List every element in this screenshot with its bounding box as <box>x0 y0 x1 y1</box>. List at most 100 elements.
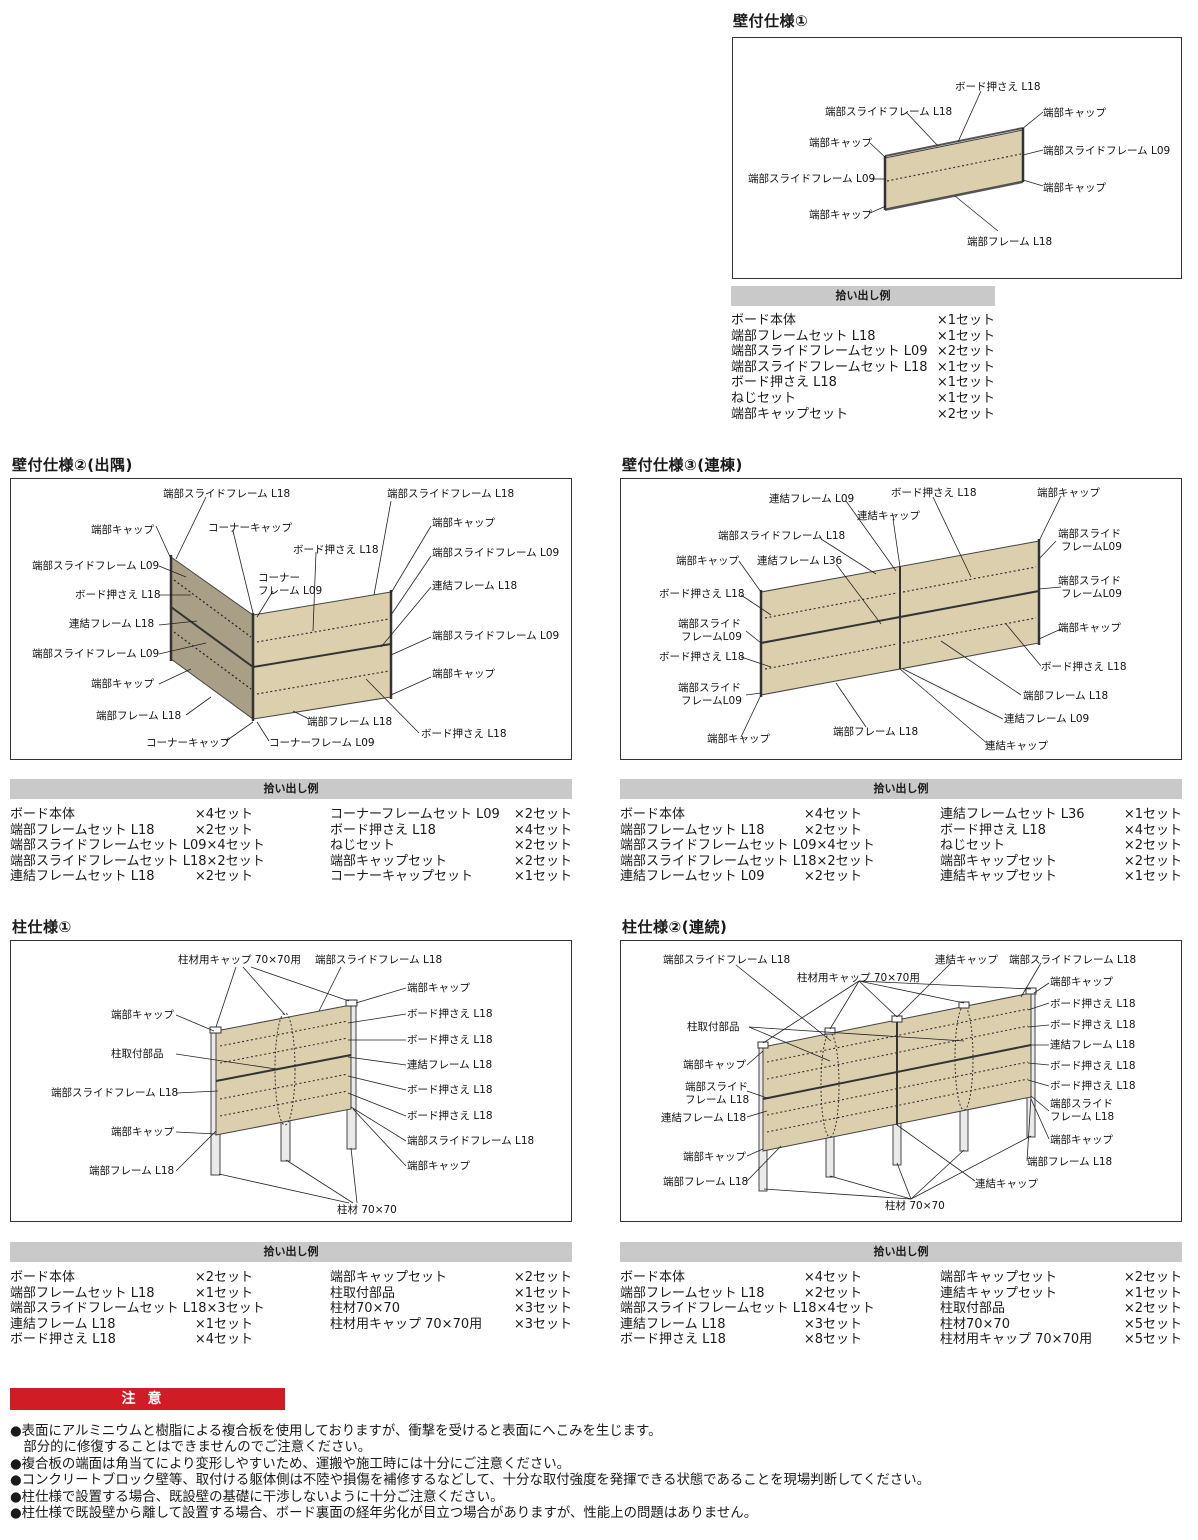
wall2-label: 端部キャップ <box>91 677 154 690</box>
post1-label: 柱取付部品 <box>111 1047 164 1060</box>
wall1-label-end-cap: 端部キャップ <box>1043 181 1106 194</box>
wall2-label: 端部キャップ <box>432 667 495 680</box>
list-item: 端部キャップセット ×2セット <box>940 1270 1182 1285</box>
wall1-diagram: ボード押さえ L18 端部スライドフレーム L18 端部キャップ 端部スライドフ… <box>732 37 1182 279</box>
wall2-label: 端部スライドフレーム L18 <box>387 487 514 500</box>
wall3-label: 連結フレーム L36 <box>757 554 843 567</box>
notice-line: 部分的に修復することはできませんのでご注意ください。 <box>10 1440 372 1456</box>
list-item: コーナーキャップセット ×1セット <box>330 869 572 885</box>
list-item: 柱材70×70 ×5セット <box>940 1316 1182 1332</box>
list-item: ボード本体 ×2セット <box>10 1270 253 1285</box>
post2-label: ボード押さえ L18 <box>1050 997 1136 1010</box>
list-item: 連結キャップセット ×1セット <box>940 869 1182 885</box>
post1-list-header: 拾い出し例 <box>10 1242 572 1262</box>
list-item: 連結フレームセット L36 ×1セット <box>940 807 1182 822</box>
post2-parts-list-left: ボード本体 ×4セット 端部フレームセット L18 ×2セット 端部スライドフレーム… <box>620 1270 875 1348</box>
post2-label: 端部フレーム L18 <box>663 1175 748 1188</box>
post2-label: 端部スライド <box>1050 1097 1113 1110</box>
list-item: ボード本体 ×1セット <box>731 313 995 328</box>
wall3-label: ボード押さえ L18 <box>1041 660 1127 673</box>
wall2-parts-list-right: コーナーフレームセット L09 ×2セット ボード押さえ L18 ×4セット ねじセ… <box>330 807 572 885</box>
post1-label: 端部スライドフレーム L18 <box>407 1134 534 1147</box>
list-item: 端部フレームセット L18 ×1セット <box>731 328 995 344</box>
wall2-label: 連結フレーム L18 <box>432 579 517 592</box>
wall3-label: フレームL09 <box>1061 588 1122 600</box>
notice-line: ●複合板の端面は角当てにより変形しやすいため、運搬や施工時には十分にご注意くださ… <box>10 1456 571 1472</box>
wall1-list-header: 拾い出し例 <box>731 286 995 306</box>
wall2-list-header: 拾い出し例 <box>10 779 572 799</box>
post1-label: 端部キャップ <box>111 1125 174 1138</box>
post2-label: 端部キャップ <box>1050 1133 1113 1146</box>
wall3-label: 端部フレーム L18 <box>1023 689 1108 702</box>
list-item: 端部スライドフレームセット L09 ×2セット <box>731 344 995 360</box>
wall1-label-end-slide-frame-l09-right: 端部スライドフレーム L09 <box>1043 144 1170 157</box>
wall3-label: 端部キャップ <box>1058 621 1121 634</box>
list-item: 連結フレーム L18 ×3セット <box>620 1316 862 1332</box>
list-item: ねじセット ×2セット <box>330 838 572 854</box>
wall3-label: フレームL09 <box>1061 541 1122 553</box>
notice-line: ●柱仕様で既設壁から離して設置する場合、ボード裏面の経年劣化が目立つ場合がありま… <box>10 1506 758 1522</box>
post1-label: ボード押さえ L18 <box>407 1083 493 1096</box>
wall2-label: コーナーキャップ <box>208 522 292 534</box>
post1-label: 連結フレーム L18 <box>407 1058 492 1071</box>
post2-title: 柱仕様②(連続) <box>622 918 728 936</box>
wall2-label: 端部キャップ <box>432 516 495 529</box>
post1-label: ボード押さえ L18 <box>407 1007 493 1020</box>
post2-parts-list-right: 端部キャップセット ×2セット 連結キャップセット ×1セット 柱取付部品 ×2セット… <box>940 1270 1182 1348</box>
list-item: 端部フレームセット L18 ×2セット <box>10 822 253 838</box>
list-item: ねじセット ×1セット <box>731 390 995 406</box>
list-item: 柱材用キャップ 70×70用 ×5セット <box>940 1332 1182 1348</box>
wall3-label: 端部スライド <box>678 617 741 630</box>
wall3-label: 端部スライドフレーム L18 <box>718 529 845 542</box>
post2-label: フレーム L18 <box>685 1094 749 1106</box>
wall3-label: 端部キャップ <box>676 554 739 567</box>
wall3-label: 端部スライド <box>678 681 741 694</box>
list-item: ボード押さえ L18 ×4セット <box>10 1332 253 1348</box>
post2-label: 柱取付部品 <box>687 1020 740 1033</box>
wall3-parts-list-left: ボード本体 ×4セット 端部フレームセット L18 ×2セット 端部スライドフレーム… <box>620 807 875 885</box>
wall3-label: 端部キャップ <box>707 732 770 745</box>
wall3-title: 壁付仕様③(連棟) <box>622 456 743 474</box>
list-item: 端部スライドフレームセット L18 ×2セット <box>10 853 265 869</box>
wall3-label: ボード押さえ L18 <box>891 486 977 499</box>
list-item: ボード押さえ L18 ×4セット <box>940 822 1182 838</box>
post2-label: フレーム L18 <box>1050 1111 1114 1123</box>
post2-label: 連結キャップ <box>975 1177 1038 1190</box>
list-item: ボード押さえ L18 ×8セット <box>620 1332 862 1348</box>
post2-label: ボード押さえ L18 <box>1050 1018 1136 1031</box>
post1-label: 端部キャップ <box>407 981 470 994</box>
list-item: 連結キャップセット ×1セット <box>940 1285 1182 1301</box>
post1-label: 端部フレーム L18 <box>89 1164 174 1177</box>
list-item: ボード本体 ×4セット <box>620 807 862 822</box>
list-item: 連結フレームセット L18 ×2セット <box>10 869 253 885</box>
wall2-label: 端部スライドフレーム L09 <box>32 559 159 572</box>
wall3-label: ボード押さえ L18 <box>659 587 745 600</box>
wall1-title: 壁付仕様① <box>733 12 809 30</box>
wall1-label-end-cap: 端部キャップ <box>809 136 872 149</box>
list-item: 連結フレーム L18 ×1セット <box>10 1316 253 1332</box>
post1-label: ボード押さえ L18 <box>407 1033 493 1046</box>
wall3-label: フレームL09 <box>681 631 742 643</box>
list-item: 端部スライドフレームセット L09 ×4セット <box>10 838 265 854</box>
wall2-label: 端部スライドフレーム L18 <box>163 487 290 500</box>
wall2-title: 壁付仕様②(出隅) <box>12 456 133 474</box>
list-item: ボード押さえ L18 ×4セット <box>330 822 572 838</box>
post2-list-header: 拾い出し例 <box>620 1242 1182 1262</box>
list-item: 柱材用キャップ 70×70用 ×3セット <box>330 1316 572 1332</box>
post1-label: 端部キャップ <box>111 1008 174 1021</box>
post2-label: ボード押さえ L18 <box>1050 1079 1136 1092</box>
post1-parts-list-right: 端部キャップセット ×2セット 柱取付部品 ×1セット 柱材70×70 ×3セット 柱… <box>330 1270 572 1332</box>
post2-label: 連結フレーム L18 <box>1050 1038 1135 1051</box>
wall3-label: フレームL09 <box>681 695 742 707</box>
wall1-label-end-slide-frame-l09-left: 端部スライドフレーム L09 <box>748 172 875 185</box>
list-item: 柱取付部品 ×1セット <box>330 1285 572 1301</box>
wall2-label: 端部フレーム L18 <box>307 715 392 728</box>
wall2-label: ボード押さえ L18 <box>75 588 161 601</box>
wall2-label: 連結フレーム L18 <box>69 617 154 630</box>
list-item: ねじセット ×2セット <box>940 838 1182 854</box>
post1-label: 端部スライドフレーム L18 <box>315 953 442 966</box>
wall2-label: ボード押さえ L18 <box>293 543 379 556</box>
list-item: ボード本体 ×4セット <box>620 1270 862 1285</box>
list-item: ボード本体 ×4セット <box>10 807 253 822</box>
list-item: 端部スライドフレームセット L18 ×4セット <box>620 1301 875 1317</box>
